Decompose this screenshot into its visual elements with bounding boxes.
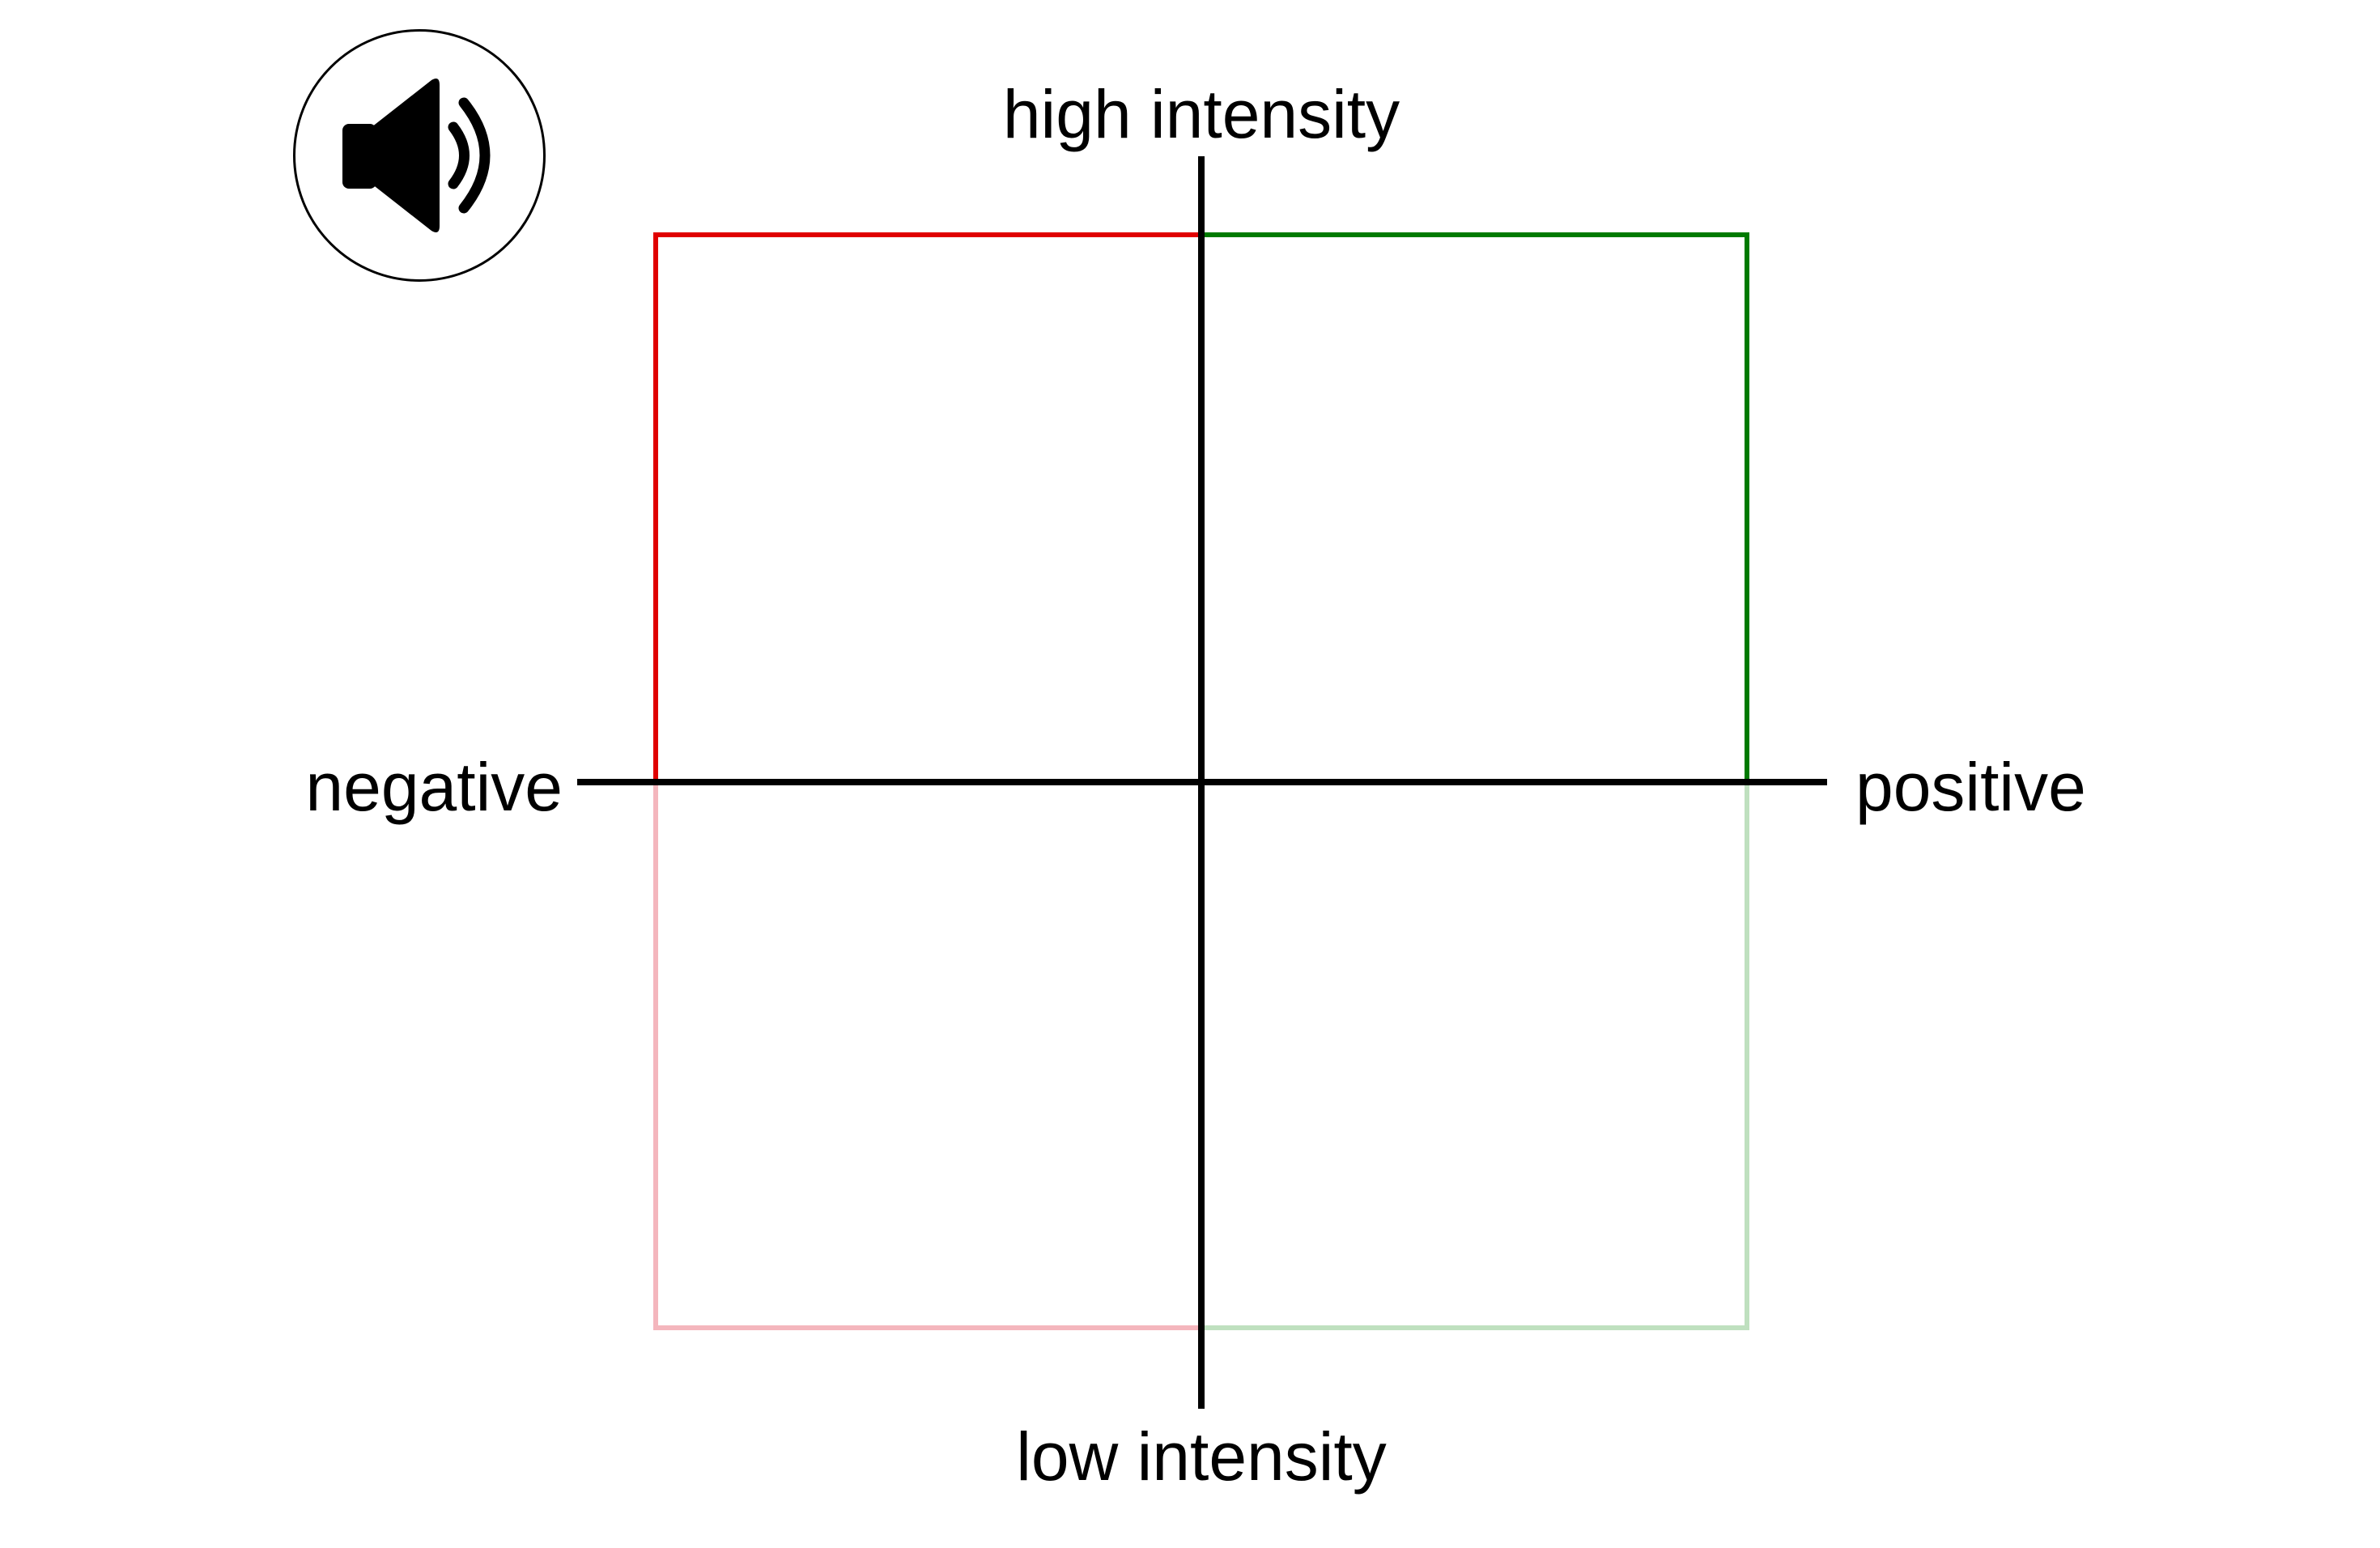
play-audio-button[interactable] <box>293 29 546 282</box>
low-negative-quadrant-border <box>653 781 1204 1330</box>
high-negative-quadrant-border <box>653 232 1204 786</box>
speaker-icon <box>342 79 491 232</box>
high-intensity-label: high intensity <box>1002 76 1400 152</box>
high-positive-quadrant-border <box>1199 232 1749 786</box>
negative-label: negative <box>305 749 563 825</box>
low-positive-quadrant-border <box>1199 781 1749 1330</box>
low-intensity-label: low intensity <box>1016 1418 1387 1495</box>
positive-label: positive <box>1855 749 2086 825</box>
